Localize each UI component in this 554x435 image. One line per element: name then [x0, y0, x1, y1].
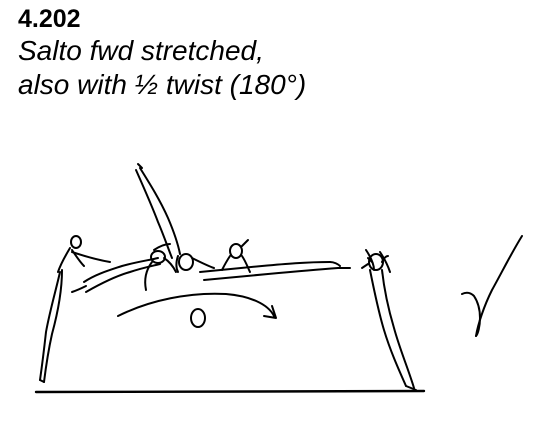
gymnast-landing: [361, 249, 417, 391]
floor-line: [34, 389, 426, 394]
element-code: 4.202: [18, 5, 81, 33]
element-name-line-1: Salto fwd stretched,: [18, 35, 264, 66]
rotation-arrow-icon: [117, 292, 277, 319]
value-symbol-icon: [461, 235, 523, 337]
twist-circle-icon: [190, 308, 206, 328]
element-sketch: [0, 150, 554, 410]
gymnast-dive: [71, 250, 177, 293]
gymnast-takeoff: [39, 235, 111, 383]
element-header: 4.202 Salto fwd stretched, also with ½ t…: [18, 4, 306, 102]
gymnast-inverted: [135, 163, 215, 273]
gymnast-stretched: [199, 239, 351, 281]
element-name-line-2: also with ½ twist (180°): [18, 69, 307, 100]
